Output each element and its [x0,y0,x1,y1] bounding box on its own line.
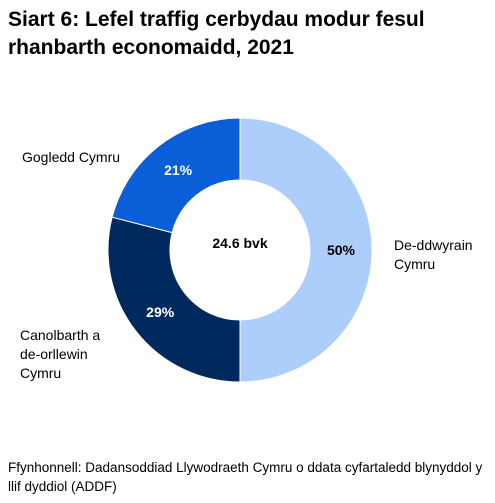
donut-slice-2 [107,216,241,383]
chart-title: Siart 6: Lefel traffig cerbydau modur fe… [8,8,425,59]
center-total-label: 24.6 bvk [212,235,267,251]
donut-slice-3 [111,117,241,234]
category-label-de-ddwyrain: De-ddwyrain Cymru [394,237,473,272]
slice-data-label-1: 50% [327,242,356,258]
slice-data-label-2: 29% [146,304,175,320]
slice-data-label-3: 21% [164,162,193,178]
category-label-canolbarth: Canolbarth a de-orllewin Cymru [20,327,101,381]
donut-slice-1 [239,117,373,383]
category-label-gogledd: Gogledd Cymru [22,149,121,165]
source-note: Ffynhonnell: Dadansoddiad Llywodraeth Cy… [8,460,483,494]
